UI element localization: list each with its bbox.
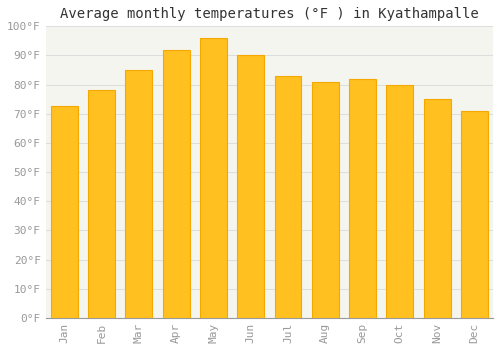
Bar [51,106,78,318]
Bar [312,82,338,318]
Bar [386,85,413,318]
Bar [461,111,488,318]
Title: Average monthly temperatures (°F ) in Kyathampalle: Average monthly temperatures (°F ) in Ky… [60,7,478,21]
Bar [237,55,264,318]
Bar [126,70,152,318]
Bar [349,79,376,318]
Bar [424,99,450,318]
Bar [200,38,227,318]
Bar [274,76,301,318]
Bar [162,50,190,318]
Bar [88,90,115,318]
